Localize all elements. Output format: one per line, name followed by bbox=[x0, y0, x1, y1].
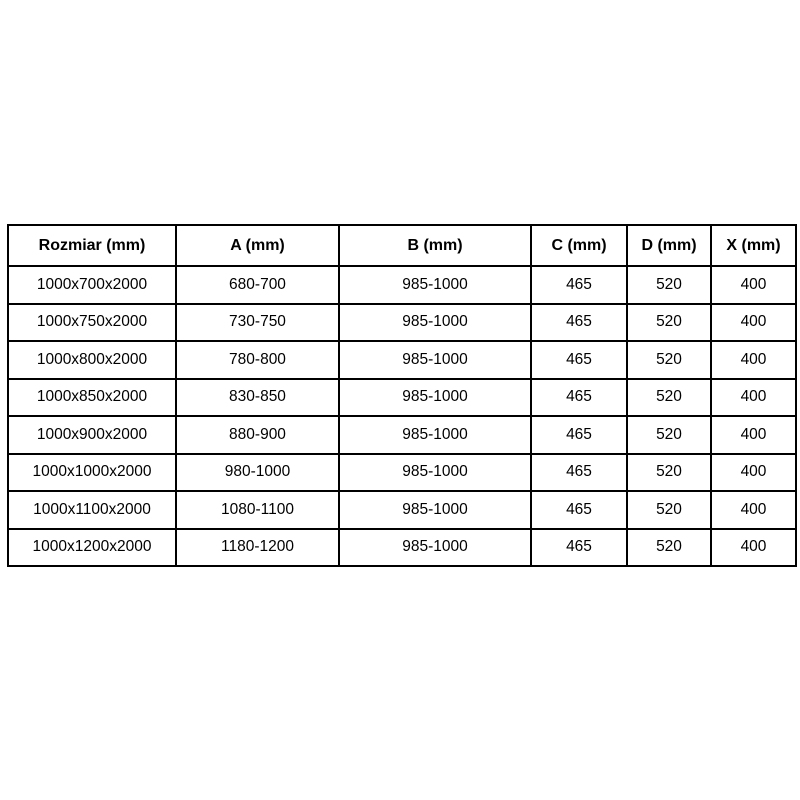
cell-a: 680-700 bbox=[175, 265, 340, 305]
cell-a: 780-800 bbox=[175, 340, 340, 380]
size-spec-table: Rozmiar (mm) A (mm) B (mm) C (mm) D (mm)… bbox=[7, 224, 797, 567]
cell-c: 465 bbox=[530, 452, 628, 492]
table-row: 1000x750x2000 730-750 985-1000 465 520 4… bbox=[7, 302, 797, 342]
column-header-c: C (mm) bbox=[530, 224, 628, 267]
table-row: 1000x700x2000 680-700 985-1000 465 520 4… bbox=[7, 265, 797, 305]
cell-c: 465 bbox=[530, 265, 628, 305]
cell-a: 1180-1200 bbox=[175, 527, 340, 567]
cell-d: 520 bbox=[626, 452, 712, 492]
cell-c: 465 bbox=[530, 490, 628, 530]
cell-c: 465 bbox=[530, 415, 628, 455]
cell-b: 985-1000 bbox=[338, 302, 532, 342]
table-row: 1000x1100x2000 1080-1100 985-1000 465 52… bbox=[7, 490, 797, 530]
cell-d: 520 bbox=[626, 377, 712, 417]
table-row: 1000x900x2000 880-900 985-1000 465 520 4… bbox=[7, 415, 797, 455]
cell-x: 400 bbox=[710, 302, 797, 342]
table-row: 1000x1200x2000 1180-1200 985-1000 465 52… bbox=[7, 527, 797, 567]
cell-d: 520 bbox=[626, 265, 712, 305]
cell-b: 985-1000 bbox=[338, 527, 532, 567]
cell-rozmiar: 1000x1000x2000 bbox=[7, 452, 177, 492]
cell-c: 465 bbox=[530, 302, 628, 342]
table-header-row: Rozmiar (mm) A (mm) B (mm) C (mm) D (mm)… bbox=[7, 224, 797, 267]
cell-rozmiar: 1000x900x2000 bbox=[7, 415, 177, 455]
cell-a: 880-900 bbox=[175, 415, 340, 455]
cell-a: 1080-1100 bbox=[175, 490, 340, 530]
column-header-rozmiar: Rozmiar (mm) bbox=[7, 224, 177, 267]
cell-b: 985-1000 bbox=[338, 377, 532, 417]
cell-rozmiar: 1000x1100x2000 bbox=[7, 490, 177, 530]
cell-b: 985-1000 bbox=[338, 340, 532, 380]
cell-x: 400 bbox=[710, 527, 797, 567]
cell-c: 465 bbox=[530, 377, 628, 417]
cell-a: 980-1000 bbox=[175, 452, 340, 492]
cell-rozmiar: 1000x750x2000 bbox=[7, 302, 177, 342]
cell-a: 830-850 bbox=[175, 377, 340, 417]
column-header-a: A (mm) bbox=[175, 224, 340, 267]
column-header-x: X (mm) bbox=[710, 224, 797, 267]
column-header-d: D (mm) bbox=[626, 224, 712, 267]
cell-x: 400 bbox=[710, 415, 797, 455]
cell-d: 520 bbox=[626, 415, 712, 455]
cell-x: 400 bbox=[710, 490, 797, 530]
cell-b: 985-1000 bbox=[338, 452, 532, 492]
cell-x: 400 bbox=[710, 340, 797, 380]
cell-b: 985-1000 bbox=[338, 415, 532, 455]
cell-c: 465 bbox=[530, 527, 628, 567]
cell-b: 985-1000 bbox=[338, 490, 532, 530]
cell-c: 465 bbox=[530, 340, 628, 380]
cell-rozmiar: 1000x850x2000 bbox=[7, 377, 177, 417]
cell-d: 520 bbox=[626, 302, 712, 342]
cell-rozmiar: 1000x700x2000 bbox=[7, 265, 177, 305]
cell-rozmiar: 1000x800x2000 bbox=[7, 340, 177, 380]
cell-d: 520 bbox=[626, 340, 712, 380]
cell-x: 400 bbox=[710, 452, 797, 492]
table-row: 1000x850x2000 830-850 985-1000 465 520 4… bbox=[7, 377, 797, 417]
cell-rozmiar: 1000x1200x2000 bbox=[7, 527, 177, 567]
cell-d: 520 bbox=[626, 527, 712, 567]
cell-d: 520 bbox=[626, 490, 712, 530]
cell-x: 400 bbox=[710, 265, 797, 305]
cell-b: 985-1000 bbox=[338, 265, 532, 305]
cell-a: 730-750 bbox=[175, 302, 340, 342]
cell-x: 400 bbox=[710, 377, 797, 417]
column-header-b: B (mm) bbox=[338, 224, 532, 267]
table-row: 1000x1000x2000 980-1000 985-1000 465 520… bbox=[7, 452, 797, 492]
table-row: 1000x800x2000 780-800 985-1000 465 520 4… bbox=[7, 340, 797, 380]
